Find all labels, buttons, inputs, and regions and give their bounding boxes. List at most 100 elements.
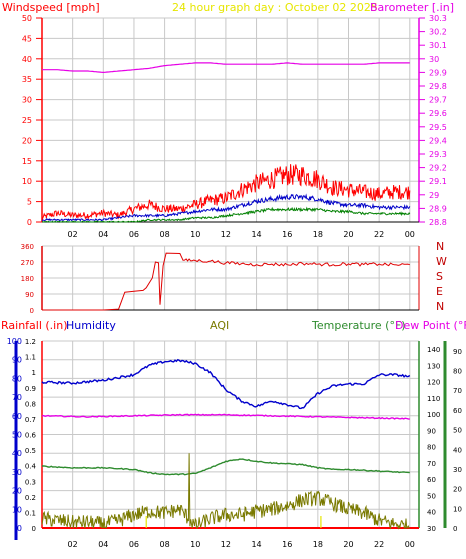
dewpoint-tick-label: 30: [453, 466, 462, 474]
wind-low-series: [42, 206, 411, 223]
time-tick-label-bottom: 22: [374, 540, 384, 549]
time-tick-label: 14: [251, 230, 261, 239]
temperature-tick-label: 60: [427, 476, 436, 484]
wind-tick-label: 0: [27, 218, 32, 227]
time-tick-label: 18: [313, 230, 323, 239]
temperature-axis-title: Temperature (°F): [312, 319, 406, 332]
rain-tick-label: 1.2: [25, 338, 36, 346]
baro-tick-label: 29.3: [429, 150, 447, 159]
baro-tick-label: 29.2: [429, 164, 447, 173]
temperature-tick-label: 40: [427, 509, 436, 517]
time-tick-label: 02: [68, 230, 78, 239]
dewpoint-axis-title: Dew Point (°F): [395, 319, 466, 332]
direction-tick-label: 270: [21, 259, 34, 267]
temperature-tick-label: 80: [427, 444, 436, 452]
rain-tick-label: 1: [32, 369, 36, 377]
wind-tick-label: 30: [22, 96, 32, 105]
rain-tick-label: 1.1: [25, 354, 36, 362]
baro-tick-label: 29.7: [429, 96, 447, 105]
baro-tick-label: 30.3: [429, 14, 447, 23]
rain-tick-label: 0: [32, 525, 36, 533]
compass-label: E: [436, 285, 443, 298]
dewpoint-tick-label: 70: [453, 387, 462, 395]
time-tick-label-bottom: 06: [129, 540, 139, 549]
time-tick-label: 10: [190, 230, 200, 239]
rain-axis-title: Rainfall (.in): [1, 319, 68, 332]
wind-tick-label: 35: [22, 75, 32, 84]
rain-tick-label: 0.6: [25, 432, 37, 440]
rain-tick-label: 0.8: [25, 400, 36, 408]
rain-tick-label: 0.7: [25, 416, 36, 424]
time-tick-label-bottom: 08: [160, 540, 170, 549]
dewpoint-series: [41, 413, 410, 420]
baro-tick-label: 29.6: [429, 109, 447, 118]
dewpoint-tick-label: 90: [453, 348, 462, 356]
temperature-tick-label: 50: [427, 492, 436, 500]
wind-tick-label: 50: [22, 14, 32, 23]
baro-tick-label: 29.8: [429, 82, 447, 91]
time-tick-label-bottom: 20: [343, 540, 353, 549]
baro-tick-label: 30: [429, 55, 439, 64]
wind-tick-label: 10: [22, 177, 32, 186]
baro-tick-label: 30.2: [429, 28, 447, 37]
dewpoint-tick-label: 0: [453, 525, 457, 533]
aqi-series: [41, 453, 410, 530]
temperature-series: [42, 458, 410, 476]
direction-tick-label: 90: [25, 291, 34, 299]
baro-tick-label: 29.4: [429, 136, 447, 145]
direction-tick-label: 360: [21, 243, 34, 251]
wind-tick-label: 40: [22, 55, 32, 64]
temperature-tick-label: 90: [427, 427, 436, 435]
dewpoint-tick-label: 40: [453, 446, 462, 454]
rain-tick-label: 0.1: [25, 509, 36, 517]
wind-direction-series: [42, 252, 410, 311]
dewpoint-tick-label: 80: [453, 368, 462, 376]
wind-tick-label: 20: [22, 136, 32, 145]
rain-tick-label: 0.9: [25, 385, 36, 393]
baro-tick-label: 29.1: [429, 177, 447, 186]
humidity-tick-label: 100: [7, 337, 22, 346]
wind-tick-label: 5: [27, 198, 32, 207]
barometer-series: [42, 62, 410, 74]
baro-tick-label: 28.9: [429, 204, 447, 213]
wind-gust-series: [41, 164, 411, 221]
time-tick-label-bottom: 10: [190, 540, 200, 549]
compass-label: W: [436, 255, 447, 268]
aqi-title: AQI: [210, 319, 230, 332]
wind-tick-label: 15: [22, 157, 32, 166]
wind-axis-title: Windspeed [mph]: [2, 1, 100, 14]
baro-tick-label: 29: [429, 191, 439, 200]
humidity-axis-title: Humidity: [66, 319, 116, 332]
dewpoint-tick-label: 60: [453, 407, 462, 415]
time-tick-label: 12: [221, 230, 231, 239]
time-tick-label: 04: [98, 230, 108, 239]
time-tick-label-bottom: 04: [98, 540, 108, 549]
temperature-tick-label: 30: [427, 525, 436, 533]
rain-tick-label: 0.5: [25, 447, 36, 455]
time-tick-label-bottom: 18: [313, 540, 323, 549]
direction-tick-label: 0: [30, 307, 34, 315]
baro-tick-label: 28.8: [429, 218, 447, 227]
dewpoint-tick-label: 50: [453, 427, 462, 435]
time-tick-label: 16: [282, 230, 292, 239]
time-tick-label: 22: [374, 230, 384, 239]
baro-axis-title: Barometer [.in]: [370, 1, 454, 14]
rain-tick-label: 0.3: [25, 478, 36, 486]
dewpoint-tick-label: 20: [453, 486, 462, 494]
baro-tick-label: 29.5: [429, 123, 447, 132]
compass-label: N: [436, 300, 444, 313]
temperature-tick-label: 110: [427, 395, 440, 403]
time-tick-label-bottom: 00: [405, 540, 415, 549]
time-tick-label-bottom: 16: [282, 540, 292, 549]
baro-tick-label: 29.9: [429, 68, 447, 77]
humidity-tick-label: 0: [17, 524, 22, 533]
dewpoint-tick-label: 10: [453, 505, 462, 513]
date-title: 24 hour graph day : October 02 2025: [172, 1, 378, 14]
wind-avg-series: [41, 193, 411, 222]
wind-tick-label: 45: [22, 34, 32, 43]
temperature-tick-label: 120: [427, 379, 440, 387]
rain-tick-label: 0.4: [25, 463, 37, 471]
temperature-tick-label: 70: [427, 460, 436, 468]
time-tick-label-bottom: 02: [68, 540, 78, 549]
